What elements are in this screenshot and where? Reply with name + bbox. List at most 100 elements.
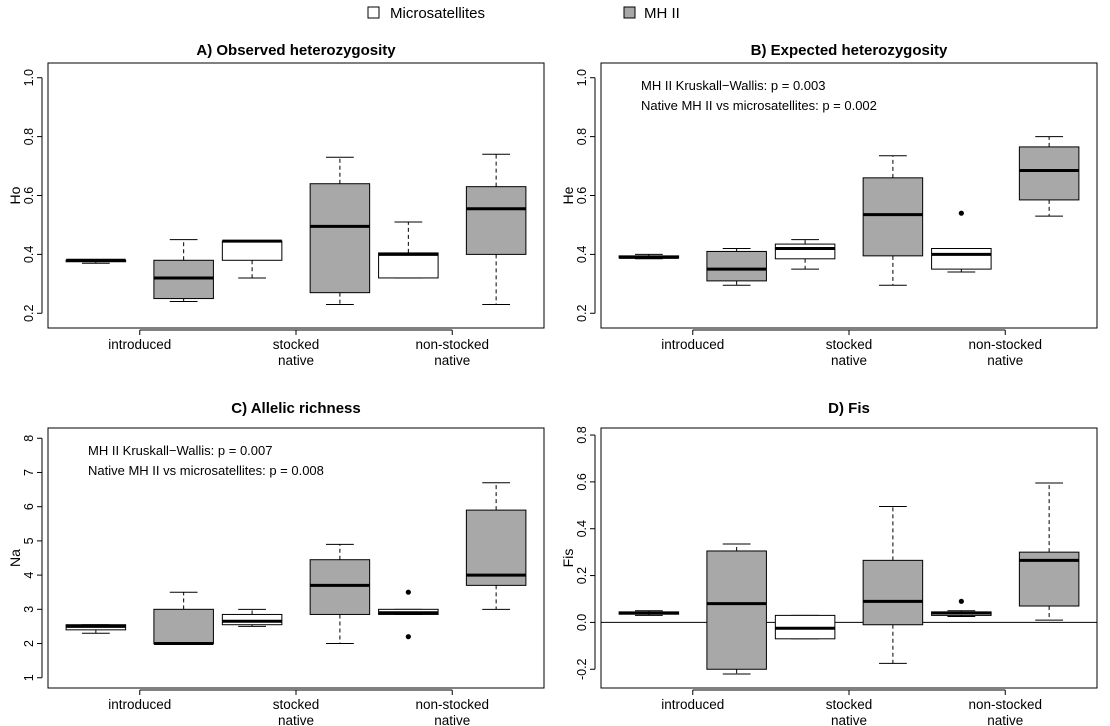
x-category-label: native [434,353,470,368]
y-tick-label: 8 [22,435,36,442]
y-tick-label: 2 [22,640,36,647]
x-category-label: stocked [273,697,320,712]
x-category-label: non-stocked [415,697,489,712]
y-axis-label: Na [7,549,23,567]
box-microsatellites-2 [931,210,992,273]
box-mhii-2 [1018,482,1080,621]
box-microsatellites-0 [65,258,127,264]
box-microsatellites-1 [221,239,283,279]
box-mhii-1 [862,155,924,286]
legend-label-0: Microsatellites [390,5,485,22]
box-mhii-2 [465,482,527,610]
box-iqr [862,559,924,626]
x-category-label: native [278,353,314,368]
outlier-point [958,210,964,216]
y-tick-label: -0.2 [575,658,589,680]
y-tick-label: 1.0 [22,69,36,86]
y-axis: -0.2 0.0 0.2 0.4 0.6 0.8 [575,426,596,680]
y-tick-label: 0.4 [575,520,589,537]
x-category-label: introduced [108,697,171,712]
x-category-label: stocked [826,337,873,352]
legend: Microsatellites MH II [367,5,680,22]
y-tick-label: 0.6 [22,187,36,204]
y-axis: 0.2 0.4 0.6 0.8 1.0 [22,69,43,322]
x-category-label: native [987,353,1023,368]
legend-label-1: MH II [644,5,680,22]
panel-title: C) Allelic richness [231,400,361,417]
box-iqr [1018,146,1080,201]
x-category-label: native [987,713,1023,726]
box-iqr [309,559,371,615]
panel-title: B) Expected heterozygosity [751,42,948,59]
x-category-label: native [831,713,867,726]
panel-1: B) Expected heterozygosity 0.2 0.4 0.6 0.8 1.… [560,42,1098,368]
box-iqr [221,613,283,626]
box-mhii-0 [153,239,214,302]
y-tick-label: 4 [22,572,36,579]
y-tick-label: 1.0 [575,69,589,86]
y-axis-label: He [560,186,576,204]
box-mhii-1 [309,156,371,305]
y-tick-label: 0.4 [575,246,589,263]
x-category-label: stocked [273,337,320,352]
panel-2: C) Allelic richness 1 2 3 4 5 6 7 8 Na introduced s… [7,400,545,726]
box-iqr [706,250,767,282]
box-microsatellites-2 [378,589,439,640]
y-tick-label: 0.2 [575,305,589,322]
box-iqr [378,252,439,279]
panel-0: A) Observed heterozygosity 0.2 0.4 0.6 0.8 1.… [7,42,545,368]
y-tick-label: 0.6 [575,473,589,490]
stat-annotation: Native MH II vs microsatellites: p = 0.0… [641,98,877,113]
box-microsatellites-0 [618,610,680,616]
box-mhii-1 [309,543,371,645]
x-category-label: non-stocked [968,697,1042,712]
box-microsatellites-1 [774,614,836,640]
box-mhii-0 [706,543,767,675]
y-tick-label: 0.8 [575,128,589,145]
box-mhii-2 [465,153,527,305]
box-microsatellites-0 [65,624,127,634]
y-tick-label: 5 [22,537,36,544]
box-microsatellites-2 [378,221,439,279]
box-microsatellites-0 [618,253,680,260]
stat-annotation: Native MH II vs microsatellites: p = 0.0… [88,463,324,478]
stat-annotation: MH II Kruskall−Wallis: p = 0.003 [641,78,825,93]
outlier-point [405,634,411,640]
y-tick-label: 0.8 [575,426,589,443]
box-mhii-0 [706,248,767,286]
x-category-label: introduced [661,337,724,352]
box-iqr [931,248,992,270]
panel-title: D) Fis [828,400,870,417]
legend-swatch-1 [623,6,636,19]
box-iqr [774,243,836,260]
panel-title: A) Observed heterozygosity [196,42,396,59]
x-category-label: introduced [661,697,724,712]
y-tick-label: 0.4 [22,246,36,263]
outlier-point [405,589,411,595]
x-category-label: stocked [826,697,873,712]
box-mhii-2 [1018,136,1080,217]
y-tick-label: 0.2 [575,567,589,584]
box-iqr [153,608,214,645]
y-tick-label: 3 [22,606,36,613]
y-tick-label: 0.2 [22,305,36,322]
y-tick-label: 6 [22,503,36,510]
plot-frame [600,427,1098,689]
box-microsatellites-1 [221,608,283,627]
box-iqr [706,550,767,670]
y-axis-label: Ho [7,186,23,204]
x-category-label: native [434,713,470,726]
x-category-label: native [831,353,867,368]
x-category-label: native [278,713,314,726]
box-iqr [309,183,371,294]
outlier-point [958,598,964,604]
x-category-label: introduced [108,337,171,352]
y-tick-label: 7 [22,469,36,476]
y-tick-label: 1 [22,674,36,681]
box-iqr [465,509,527,586]
